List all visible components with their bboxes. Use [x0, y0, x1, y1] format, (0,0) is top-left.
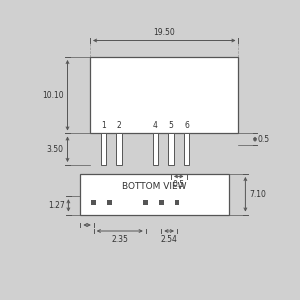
Text: 2: 2	[117, 121, 121, 130]
Bar	[159, 200, 164, 205]
Text: 7.10: 7.10	[249, 190, 266, 199]
Text: 2.35: 2.35	[111, 235, 128, 244]
Text: 10.10: 10.10	[42, 91, 64, 100]
Text: BOTTOM VIEW: BOTTOM VIEW	[122, 182, 187, 191]
Bar	[153, 134, 158, 165]
Bar	[143, 200, 148, 205]
Text: 1.27: 1.27	[49, 201, 65, 210]
Text: 19.50: 19.50	[153, 28, 175, 37]
Text: 5: 5	[169, 121, 173, 130]
Text: 6: 6	[184, 121, 189, 130]
Text: 3.50: 3.50	[47, 145, 64, 154]
Text: 0.5: 0.5	[258, 135, 270, 144]
Text: 2.54: 2.54	[161, 235, 178, 244]
Text: 0.5: 0.5	[173, 180, 185, 189]
Bar	[168, 134, 174, 165]
Bar	[101, 134, 106, 165]
Bar	[116, 134, 122, 165]
Bar	[175, 200, 179, 205]
Bar	[107, 200, 112, 205]
Bar	[80, 174, 229, 214]
Text: 1: 1	[101, 121, 106, 130]
Bar	[90, 57, 239, 134]
Text: 4: 4	[153, 121, 158, 130]
Bar	[184, 134, 189, 165]
Bar	[92, 200, 96, 205]
